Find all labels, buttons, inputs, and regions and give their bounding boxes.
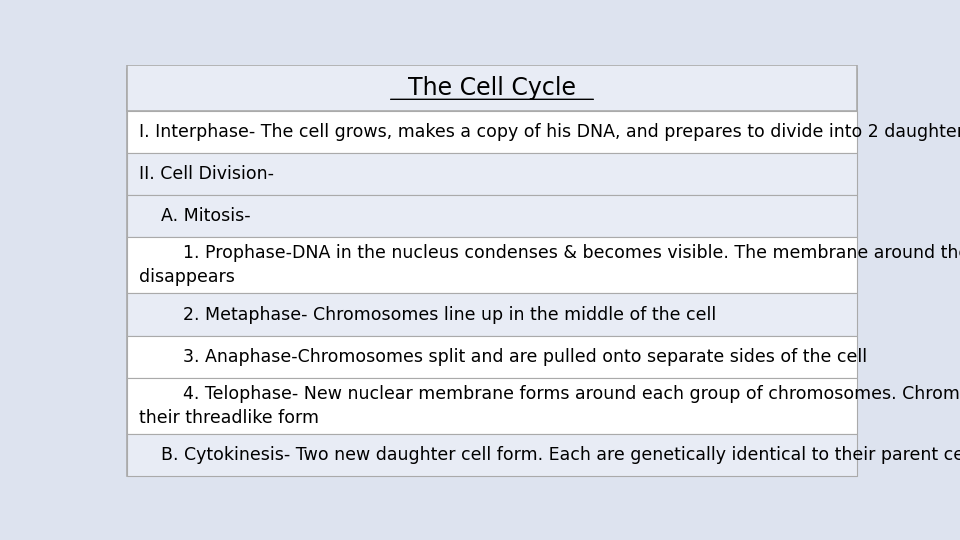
Text: I. Interphase- The cell grows, makes a copy of his DNA, and prepares to divide i: I. Interphase- The cell grows, makes a c…	[138, 123, 960, 140]
Text: B. Cytokinesis- Two new daughter cell form. Each are genetically identical to th: B. Cytokinesis- Two new daughter cell fo…	[138, 447, 960, 464]
FancyBboxPatch shape	[128, 153, 856, 194]
Text: II. Cell Division-: II. Cell Division-	[138, 165, 274, 183]
Text: 1. Prophase-DNA in the nucleus condenses & becomes visible. The membrane around : 1. Prophase-DNA in the nucleus condenses…	[138, 244, 960, 286]
FancyBboxPatch shape	[128, 377, 856, 434]
FancyBboxPatch shape	[128, 335, 856, 377]
FancyBboxPatch shape	[128, 237, 856, 294]
Text: 4. Telophase- New nuclear membrane forms around each group of chromosomes. Chrom: 4. Telophase- New nuclear membrane forms…	[138, 385, 960, 427]
FancyBboxPatch shape	[128, 65, 856, 111]
Text: The Cell Cycle: The Cell Cycle	[408, 76, 576, 100]
FancyBboxPatch shape	[128, 111, 856, 153]
FancyBboxPatch shape	[128, 294, 856, 335]
FancyBboxPatch shape	[128, 69, 856, 476]
Text: A. Mitosis-: A. Mitosis-	[138, 207, 251, 225]
Text: 3. Anaphase-Chromosomes split and are pulled onto separate sides of the cell: 3. Anaphase-Chromosomes split and are pu…	[138, 348, 867, 366]
FancyBboxPatch shape	[128, 434, 856, 476]
FancyBboxPatch shape	[128, 194, 856, 237]
Text: 2. Metaphase- Chromosomes line up in the middle of the cell: 2. Metaphase- Chromosomes line up in the…	[138, 306, 716, 323]
